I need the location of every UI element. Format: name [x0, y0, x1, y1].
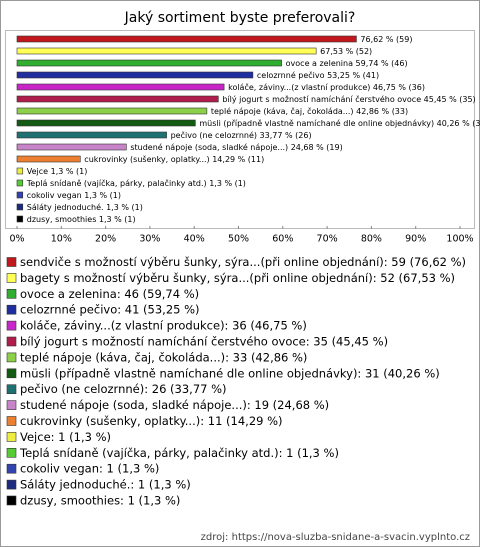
- x-tick-label: 0%: [9, 234, 24, 245]
- legend-label: dzusy, smoothies: 1 (1,3 %): [20, 494, 180, 508]
- bar: [16, 83, 225, 91]
- bar: [16, 167, 24, 175]
- legend-swatch: [6, 368, 17, 379]
- legend-swatch: [6, 432, 17, 442]
- legend-label: bagety s možností výběru šunky, sýra...(…: [20, 271, 455, 285]
- x-tick-label: 90%: [405, 234, 426, 245]
- legend-label: bílý jogurt s možností namíchání čerstvé…: [20, 335, 388, 349]
- bar: [16, 107, 208, 115]
- bar: [16, 59, 282, 67]
- bar-label: koláče, záviny...(z vlastní produkce) 46…: [228, 82, 425, 92]
- bar-label: 67,53 % (52): [320, 47, 372, 56]
- legend-swatch: [6, 352, 17, 363]
- chart-title: Jaký sortiment byste preferovali?: [124, 10, 356, 26]
- source: zdroj: https://nova-sluzba-snidane-a-sva…: [201, 532, 470, 543]
- legend-swatch: [6, 463, 17, 474]
- legend-swatch: [6, 400, 17, 410]
- bar-label: celozrnné pečivo 53,25 % (41): [257, 70, 379, 80]
- x-tick-label: 10%: [51, 234, 72, 245]
- bar-label: ovoce a zelenina 59,74 % (46): [286, 59, 408, 68]
- legend-label: cukrovinky (sušenky, oplatky...): 11 (14…: [20, 414, 283, 428]
- legend-label: ovoce a zelenina: 46 (59,74 %): [20, 287, 199, 301]
- bar-label: bílý jogurt s možností namíchání čerstvé…: [222, 94, 475, 104]
- legend-swatch: [6, 288, 17, 299]
- legend-swatch: [6, 304, 17, 315]
- bar: [16, 143, 127, 151]
- x-tick-label: 20%: [95, 234, 116, 245]
- bar: [16, 35, 357, 43]
- legend-swatch: [6, 495, 17, 506]
- legend-label: pečivo (ne celozrnné): 26 (33,77 %): [20, 382, 227, 396]
- legend-label: sendviče s možností výběru šunky, sýra..…: [20, 255, 466, 269]
- legend-swatch: [6, 416, 17, 426]
- bar-label: Teplá snídaně (vajíčka, párky, palačinky…: [26, 178, 246, 188]
- bar: [16, 179, 24, 187]
- bar-label: teplé nápoje (káva, čaj, čokoláda...) 42…: [211, 106, 408, 116]
- legend-label: müsli (případně vlastně namíchané dle on…: [20, 366, 440, 380]
- bar: [16, 95, 219, 103]
- legend-label: celozrnné pečivo: 41 (53,25 %): [20, 303, 200, 317]
- legend-label: teplé nápoje (káva, čaj, čokoláda...): 3…: [20, 350, 307, 364]
- x-tick-label: 30%: [139, 234, 160, 245]
- x-tick-label: 40%: [184, 234, 205, 245]
- bar-label: müsli (případně vlastně namíchané dle on…: [199, 118, 480, 128]
- bar: [16, 71, 254, 79]
- bar: [16, 203, 24, 211]
- x-tick-label: 80%: [361, 234, 382, 245]
- legend-swatch: [6, 479, 17, 490]
- x-tick-label: 50%: [228, 234, 249, 245]
- legend-swatch: [6, 447, 17, 458]
- legend-label: Vejce: 1 (1,3 %): [20, 430, 111, 444]
- legend-swatch: [6, 384, 17, 395]
- bar-label: cokoliv vegan 1,3 % (1): [27, 191, 121, 200]
- legend-swatch: [6, 320, 17, 331]
- x-tick-label: 100%: [446, 234, 473, 245]
- bar-label: Vejce 1,3 % (1): [27, 167, 88, 176]
- legend-label: koláče, záviny...(z vlastní produkce): 3…: [20, 319, 307, 333]
- bar-label: dzusy, smoothies 1,3 % (1): [27, 215, 136, 224]
- bar: [16, 215, 24, 223]
- bar-label: cukrovinky (sušenky, oplatky...) 14,29 %…: [84, 154, 264, 164]
- bar-label: Sáláty jednoduché. 1,3 % (1): [27, 202, 143, 212]
- legend-label: Teplá snídaně (vajíčka, párky, palačinky…: [19, 446, 339, 460]
- legend-label: studené nápoje (soda, sladké nápoje...):…: [20, 398, 329, 412]
- x-tick-label: 60%: [272, 234, 293, 245]
- legend-swatch: [6, 336, 17, 347]
- legend-label: cokoliv vegan: 1 (1,3 %): [20, 462, 159, 476]
- bar: [16, 191, 24, 199]
- legend-swatch: [6, 257, 17, 267]
- x-tick-label: 70%: [317, 234, 338, 245]
- bar: [16, 47, 317, 55]
- legend-swatch: [6, 273, 17, 283]
- bar: [16, 155, 81, 163]
- legend-label: Sáláty jednoduché.: 1 (1,3 %): [20, 478, 191, 492]
- bar: [16, 131, 167, 139]
- bar: [16, 119, 196, 127]
- bar-label: pečivo (ne celozrnné) 33,77 % (26): [171, 130, 312, 140]
- bar-label: studené nápoje (soda, sladké nápoje...) …: [130, 142, 342, 152]
- bar-label: 76,62 % (59): [360, 35, 412, 44]
